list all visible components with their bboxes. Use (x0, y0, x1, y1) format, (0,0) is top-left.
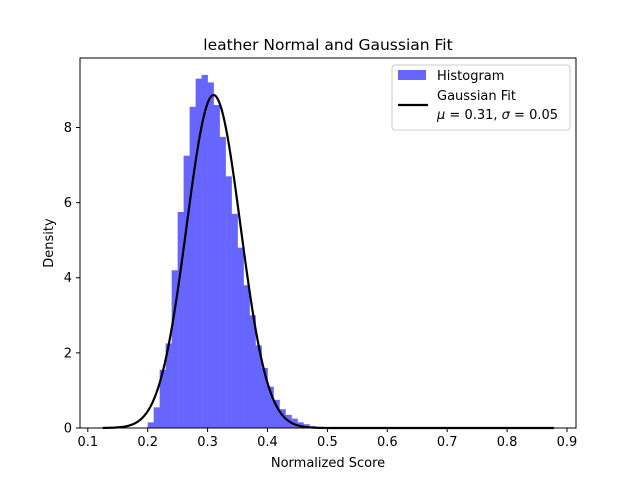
x-axis-ticks: 0.1 0.2 0.3 0.4 0.5 0.6 0.7 0.8 0.9 (77, 428, 577, 450)
histogram-bars (147, 74, 316, 429)
histogram-bar (231, 213, 238, 428)
histogram-bar (237, 247, 244, 428)
x-tick-label: 0.8 (497, 435, 518, 450)
plot-frame (79, 57, 577, 429)
x-axis-label: Normalized Score (271, 456, 385, 471)
x-tick-label: 0.2 (137, 435, 158, 450)
histogram-bar (213, 104, 220, 428)
histogram-bar (165, 343, 172, 428)
x-tick-label: 0.3 (197, 435, 218, 450)
chart-title: leather Normal and Gaussian Fit (203, 36, 452, 54)
legend-mu-value: = 0.31, (445, 108, 501, 123)
legend-box (391, 64, 571, 131)
histogram-bar (153, 407, 160, 428)
histogram-bar (201, 74, 208, 428)
legend-sigma-symbol: σ (502, 108, 511, 123)
histogram-bar (273, 399, 280, 428)
histogram-bar (267, 386, 274, 428)
legend-mu-symbol: μ (436, 108, 445, 123)
y-tick-label: 6 (64, 196, 72, 211)
y-axis-label: Density (42, 218, 57, 268)
histogram-bar (147, 422, 154, 428)
legend-histogram-swatch (398, 70, 426, 80)
histogram-bar (177, 212, 184, 428)
y-tick-label: 2 (64, 346, 72, 361)
x-tick-label: 0.1 (77, 435, 98, 450)
histogram-bar (225, 176, 232, 428)
histogram-bar (243, 285, 250, 428)
histogram-bar (279, 409, 286, 428)
y-axis-ticks: 0 2 4 6 8 (64, 121, 80, 437)
x-tick-label: 0.5 (317, 435, 338, 450)
histogram-bar (171, 270, 178, 428)
legend-fit-label-line1: Gaussian Fit (437, 89, 516, 104)
y-tick-label: 8 (64, 121, 72, 136)
histogram-bar (195, 78, 202, 428)
x-tick-label: 0.9 (557, 435, 578, 450)
histogram-bar (183, 155, 190, 428)
histogram-bar (255, 345, 262, 428)
legend-sigma-value: = 0.05 (510, 108, 558, 123)
histogram-bar (207, 82, 214, 428)
x-tick-label: 0.4 (257, 435, 278, 450)
legend-fit-label-line2: μ = 0.31, σ = 0.05 (436, 108, 558, 123)
histogram-bar (189, 106, 196, 428)
x-tick-label: 0.6 (377, 435, 398, 450)
legend-histogram-label: Histogram (437, 69, 504, 84)
legend: Histogram Gaussian Fit μ = 0.31, σ = 0.0… (391, 64, 571, 131)
histogram-bar (249, 315, 256, 428)
y-tick-label: 4 (64, 271, 72, 286)
y-tick-label: 0 (64, 422, 72, 437)
x-tick-label: 0.7 (437, 435, 458, 450)
histogram-bar (159, 369, 166, 428)
histogram-bar (261, 367, 268, 428)
histogram-bar (219, 136, 226, 429)
